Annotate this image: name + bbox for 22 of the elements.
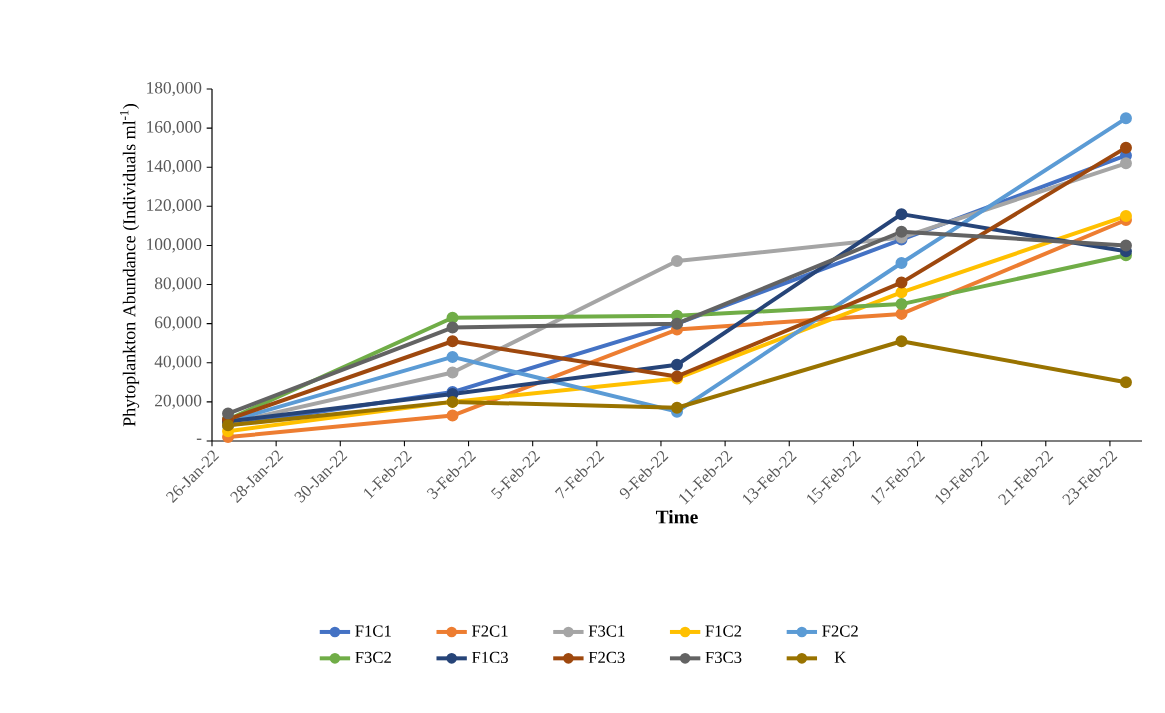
y-tick-label: 100,000: [147, 238, 202, 253]
legend-label: F2C3: [588, 651, 625, 664]
legend-label: F1C1: [355, 625, 391, 637]
y-tick-label: -: [196, 438, 202, 440]
y-tick-label: 120,000: [147, 199, 202, 214]
legend-label: F1C3: [471, 651, 508, 664]
x-axis-title: Time: [655, 509, 698, 524]
legend-label: F1C2: [705, 625, 742, 637]
legend-label: F3C3: [705, 651, 742, 664]
legend-label: F2C2: [822, 625, 858, 637]
legend-label: F3C2: [355, 651, 391, 664]
y-tick-label: 40,000: [154, 355, 202, 370]
y-tick-label: 180,000: [147, 81, 202, 97]
y-tick-label: 140,000: [147, 160, 202, 175]
y-tick-label: 60,000: [155, 316, 202, 331]
y-tick-label: 20,000: [155, 394, 202, 409]
y-axis-title: Phytoplankton Abundance (Individuals ml$^{-1}$): [119, 103, 140, 427]
y-tick-label: 80,000: [154, 277, 202, 292]
legend-label: F2C1: [471, 625, 508, 637]
y-tick-label: 160,000: [147, 121, 202, 136]
legend-label: K: [834, 651, 847, 663]
legend-label: F3C1: [588, 625, 625, 637]
